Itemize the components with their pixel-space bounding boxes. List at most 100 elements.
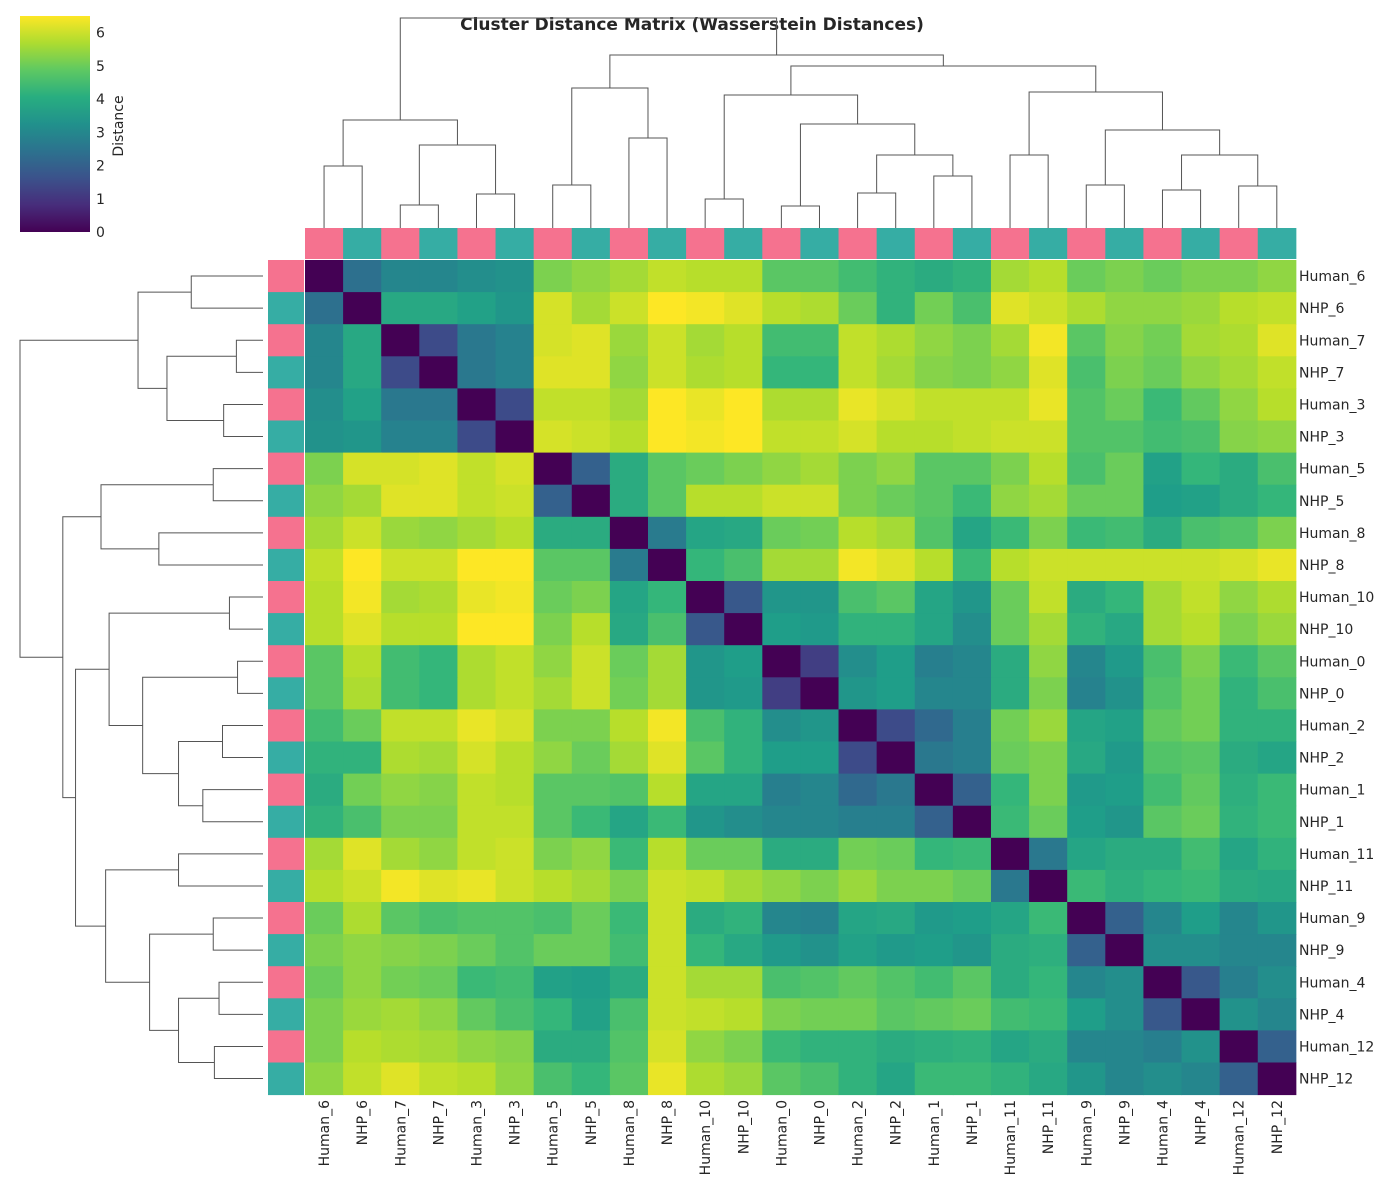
heatmap-cell (762, 773, 801, 807)
column-tick-label: NHP_7 (431, 1100, 447, 1145)
column-species-cell (1143, 228, 1183, 259)
heatmap-cell (1143, 677, 1183, 710)
heatmap-cell (952, 581, 992, 614)
column-species-cell (762, 228, 801, 259)
heatmap-cell (381, 484, 420, 518)
heatmap-cell (876, 709, 916, 742)
heatmap-cell (952, 613, 992, 646)
heatmap-cell (1105, 548, 1144, 582)
heatmap-cells (305, 260, 1297, 1096)
heatmap-cell (1029, 934, 1068, 967)
dendrogram-link (149, 933, 214, 1031)
heatmap-cell (381, 324, 420, 357)
heatmap-cell (1219, 420, 1259, 454)
heatmap-cell (914, 613, 954, 646)
heatmap-cell (343, 934, 382, 967)
heatmap-cell (1067, 516, 1106, 550)
heatmap-cell (305, 484, 344, 518)
heatmap-cell (762, 613, 801, 646)
heatmap-cell (495, 388, 535, 421)
heatmap-cell (419, 484, 458, 518)
heatmap-cell (381, 260, 420, 293)
heatmap-cell (990, 292, 1030, 325)
heatmap-cell (762, 837, 801, 871)
heatmap-cell (419, 805, 458, 839)
dendrogram-link (213, 1045, 263, 1080)
heatmap-cell (609, 516, 649, 550)
heatmap-cell (800, 773, 840, 807)
heatmap-cell (914, 484, 954, 518)
heatmap-cell (762, 1062, 801, 1096)
heatmap-cell (571, 934, 611, 967)
heatmap-cell (305, 260, 344, 293)
heatmap-cell (609, 805, 649, 839)
heatmap-cell (724, 869, 763, 903)
heatmap-cell (724, 581, 763, 614)
heatmap-cell (1257, 420, 1297, 454)
heatmap-cell (1029, 613, 1068, 646)
heatmap-cell (571, 260, 611, 293)
heatmap-cell (724, 356, 763, 389)
heatmap-cell (609, 388, 649, 421)
heatmap-cell (914, 805, 954, 839)
heatmap-cell (990, 548, 1030, 582)
heatmap-cell (952, 356, 992, 389)
heatmap-cell (1257, 324, 1297, 357)
heatmap-cell (1029, 420, 1068, 454)
heatmap-cell (1257, 902, 1297, 935)
heatmap-cell (533, 548, 573, 582)
heatmap-cell (495, 1062, 535, 1096)
column-tick-label: Human_11 (1003, 1100, 1019, 1175)
heatmap-cell (533, 645, 573, 678)
dendrogram-link (222, 724, 263, 759)
heatmap-cell (1257, 1062, 1297, 1096)
heatmap-cell (533, 613, 573, 646)
colorbar-tick-label: 0 (96, 225, 105, 241)
heatmap-cell (495, 741, 535, 775)
heatmap-cell (724, 613, 763, 646)
heatmap-cell (457, 709, 497, 742)
heatmap-cell (1219, 966, 1259, 999)
column-species-cell (495, 228, 535, 259)
column-species-cell (1181, 228, 1221, 259)
heatmap-cell (800, 260, 840, 293)
heatmap-cell (419, 709, 458, 742)
dendrogram-link (1161, 189, 1202, 228)
column-dendrogram (323, 17, 1278, 228)
heatmap-cell (457, 581, 497, 614)
column-tick-label: NHP_4 (1194, 1100, 1210, 1145)
heatmap-cell (533, 260, 573, 293)
heatmap-cell (724, 966, 763, 999)
heatmap-cell (419, 292, 458, 325)
heatmap-cell (647, 388, 687, 421)
row-tick-label: Human_1 (1299, 783, 1365, 799)
column-species-cell (952, 228, 992, 259)
heatmap-cell (571, 452, 611, 486)
heatmap-cell (762, 741, 801, 775)
heatmap-cell (609, 356, 649, 389)
heatmap-cell (419, 837, 458, 871)
heatmap-cell (1143, 645, 1183, 678)
heatmap-cell (1219, 837, 1259, 871)
row-species-cell (268, 452, 304, 486)
heatmap-cell (381, 966, 420, 999)
heatmap-cell (1105, 773, 1144, 807)
heatmap-cell (800, 484, 840, 518)
heatmap-cell (1143, 1062, 1183, 1096)
heatmap-cell (609, 741, 649, 775)
heatmap-cell (1067, 869, 1106, 903)
heatmap-cell (343, 516, 382, 550)
dendrogram-link (857, 192, 897, 228)
heatmap-cell (571, 356, 611, 389)
row-species-cell (268, 388, 304, 421)
column-species-cell (609, 228, 649, 259)
row-species-cell (268, 516, 304, 550)
heatmap-cell (686, 966, 725, 999)
heatmap-cell (1067, 548, 1106, 582)
heatmap-cell (838, 356, 878, 389)
heatmap-cell (1219, 356, 1259, 389)
heatmap-cell (914, 677, 954, 710)
heatmap-cell (1105, 837, 1144, 871)
heatmap-cell (838, 516, 878, 550)
